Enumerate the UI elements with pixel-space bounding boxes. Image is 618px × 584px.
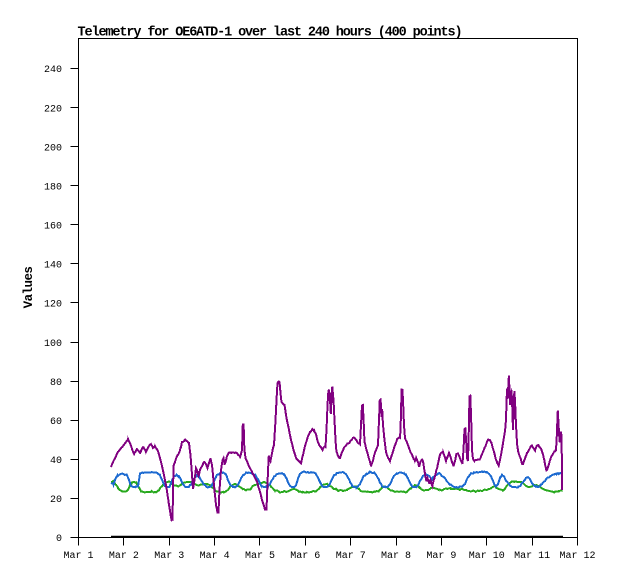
svg-text:Mar 2: Mar 2 [109, 551, 139, 562]
svg-text:Mar 12: Mar 12 [559, 551, 595, 562]
svg-text:Mar 5: Mar 5 [245, 551, 275, 562]
svg-text:Mar 4: Mar 4 [200, 551, 230, 562]
svg-text:160: 160 [44, 222, 62, 233]
svg-text:0: 0 [56, 534, 62, 545]
svg-text:Values: Values [22, 267, 36, 309]
svg-text:120: 120 [44, 300, 62, 311]
svg-text:Mar 7: Mar 7 [336, 551, 366, 562]
svg-text:220: 220 [44, 104, 62, 115]
svg-text:Mar 9: Mar 9 [426, 551, 456, 562]
svg-text:180: 180 [44, 182, 62, 193]
svg-text:80: 80 [50, 378, 62, 389]
svg-text:40: 40 [50, 456, 62, 467]
svg-text:Mar 6: Mar 6 [290, 551, 320, 562]
svg-text:60: 60 [50, 417, 62, 428]
svg-text:Mar 3: Mar 3 [154, 551, 184, 562]
svg-text:20: 20 [50, 495, 62, 506]
svg-text:Mar 10: Mar 10 [469, 551, 505, 562]
svg-text:100: 100 [44, 339, 62, 350]
svg-text:200: 200 [44, 143, 62, 154]
svg-text:Telemetry for OE6ATD-1 over la: Telemetry for OE6ATD-1 over last 240 hou… [78, 25, 462, 40]
svg-text:Mar 11: Mar 11 [514, 551, 550, 562]
svg-text:140: 140 [44, 261, 62, 272]
svg-text:240: 240 [44, 65, 62, 76]
svg-text:Mar 8: Mar 8 [381, 551, 411, 562]
svg-text:Mar 1: Mar 1 [63, 551, 93, 562]
